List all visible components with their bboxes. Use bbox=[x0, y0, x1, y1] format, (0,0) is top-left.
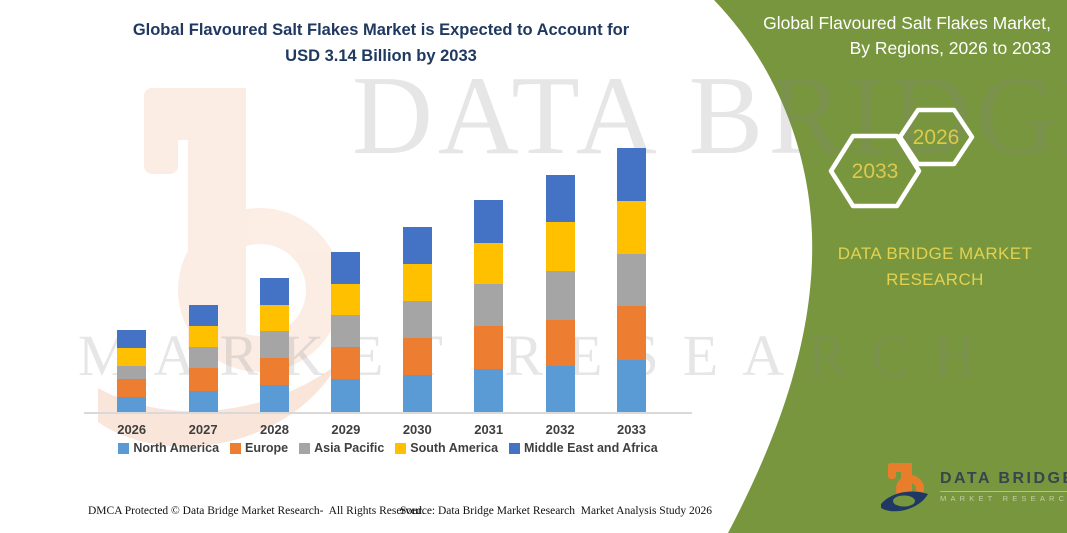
brand-line1: DATA BRIDGE MARKET bbox=[837, 244, 1033, 263]
legend-swatch-icon bbox=[299, 442, 311, 454]
bar-segment bbox=[402, 338, 432, 376]
x-axis-label: 2032 bbox=[545, 422, 575, 437]
bar-segment bbox=[117, 379, 147, 397]
bar-segment bbox=[402, 227, 432, 265]
bar-segment bbox=[117, 365, 147, 380]
bar-segment bbox=[545, 365, 575, 412]
stacked-bar-2031 bbox=[474, 199, 504, 412]
bar-segment bbox=[188, 346, 218, 369]
bar-segment bbox=[617, 359, 646, 412]
bar-segment bbox=[260, 278, 289, 305]
bar-segment bbox=[188, 305, 218, 327]
company-logo-subtitle: MARKET RESEARCH bbox=[940, 494, 1067, 503]
bar-segment bbox=[331, 252, 361, 285]
x-axis-label: 2026 bbox=[117, 422, 147, 437]
company-logo-text: DATA BRIDGE MARKET RESEARCH bbox=[940, 461, 1067, 503]
bar-segment bbox=[617, 254, 646, 307]
stacked-bar-2030 bbox=[402, 227, 432, 412]
chart-title: Global Flavoured Salt Flakes Market is E… bbox=[92, 18, 670, 69]
stacked-bar-2032 bbox=[545, 175, 575, 412]
bar-segment bbox=[117, 348, 147, 366]
company-logo: DATA BRIDGE MARKET RESEARCH bbox=[880, 461, 1067, 517]
bar-segment bbox=[260, 358, 289, 386]
bar-segment bbox=[260, 304, 289, 331]
bar-segment bbox=[188, 326, 218, 347]
stacked-bar-2027 bbox=[188, 305, 218, 412]
bar-segment bbox=[117, 329, 147, 349]
bar-segment bbox=[474, 369, 504, 412]
copyright-text: DMCA Protected © Data Bridge Market Rese… bbox=[88, 505, 425, 517]
x-axis-label: 2031 bbox=[474, 422, 504, 437]
bar-segment bbox=[617, 306, 646, 360]
stacked-bar-2029 bbox=[331, 252, 361, 412]
legend-label: Asia Pacific bbox=[314, 441, 385, 455]
legend-item: North America bbox=[118, 441, 219, 455]
legend-swatch-icon bbox=[509, 442, 521, 454]
legend-item: South America bbox=[395, 441, 498, 455]
x-axis-label: 2027 bbox=[188, 422, 218, 437]
company-logo-icon bbox=[881, 463, 928, 512]
x-axis-label: 2033 bbox=[617, 422, 646, 437]
legend-swatch-icon bbox=[118, 442, 130, 454]
hexagon-2026-label: 2026 bbox=[913, 126, 960, 149]
bar-segment bbox=[402, 375, 432, 412]
bar-segment bbox=[545, 319, 575, 366]
hexagon-2026 bbox=[897, 107, 975, 167]
bar-segment bbox=[545, 270, 575, 320]
x-axis-label: 2028 bbox=[260, 422, 289, 437]
hexagon-2033 bbox=[828, 133, 922, 209]
bar-segment bbox=[545, 222, 575, 271]
chart-title-line2: USD 3.14 Billion by 2033 bbox=[285, 46, 477, 65]
stacked-bar-2028 bbox=[260, 278, 289, 412]
brand-wordmark: DATA BRIDGE MARKET RESEARCH bbox=[812, 241, 1058, 292]
bar-segment bbox=[474, 199, 504, 244]
bar-segment bbox=[260, 330, 289, 359]
source-text: Source: Data Bridge Market Research Mark… bbox=[400, 505, 713, 517]
bar-segment bbox=[260, 385, 289, 412]
chart-legend: North America Europe Asia Pacific South Ame… bbox=[48, 441, 728, 455]
x-axis-line bbox=[84, 412, 692, 414]
x-axis-label: 2030 bbox=[402, 422, 432, 437]
stacked-bar-2033 bbox=[617, 148, 646, 412]
stacked-bar-2026 bbox=[117, 329, 147, 412]
bar-segment bbox=[402, 264, 432, 302]
legend-label: Middle East and Africa bbox=[524, 441, 658, 455]
panel-title-line2: By Regions, 2026 to 2033 bbox=[849, 37, 1051, 58]
bar-segment bbox=[545, 175, 575, 223]
chart-plot: 2026 2027 2028 2029 2030 2031 2032 2033 bbox=[84, 120, 692, 437]
hexagon-2033-label: 2033 bbox=[852, 160, 899, 183]
bar-segment bbox=[474, 243, 504, 285]
bar-segment bbox=[331, 379, 361, 412]
bar-segment bbox=[117, 396, 147, 412]
legend-label: North America bbox=[133, 441, 220, 455]
company-logo-name: DATA BRIDGE bbox=[940, 470, 1067, 487]
bar-segment bbox=[331, 284, 361, 316]
chart-title-line1: Global Flavoured Salt Flakes Market is E… bbox=[132, 21, 630, 39]
bar-segment bbox=[402, 301, 432, 339]
panel-title: Global Flavoured Salt Flakes Market, By … bbox=[721, 11, 1051, 61]
panel-title-line1: Global Flavoured Salt Flakes Market, bbox=[763, 13, 1051, 33]
legend-item: Europe bbox=[230, 441, 288, 455]
legend-item: Middle East and Africa bbox=[509, 441, 658, 455]
legend-swatch-icon bbox=[230, 442, 242, 454]
bar-segment bbox=[188, 391, 218, 412]
bar-segment bbox=[188, 368, 218, 391]
legend-swatch-icon bbox=[395, 442, 407, 454]
legend-item: Asia Pacific bbox=[299, 441, 384, 455]
bar-segment bbox=[331, 346, 361, 380]
bar-segment bbox=[474, 284, 504, 326]
bar-segment bbox=[474, 325, 504, 370]
year-hexagons: 2033 2026 bbox=[828, 107, 975, 209]
legend-label: South America bbox=[410, 441, 499, 455]
x-axis-label: 2029 bbox=[331, 422, 361, 437]
company-logo-divider bbox=[940, 491, 1067, 492]
bar-segment bbox=[331, 315, 361, 347]
legend-label: Europe bbox=[245, 441, 289, 455]
bar-segment bbox=[617, 148, 646, 202]
brand-line2: RESEARCH bbox=[886, 269, 984, 289]
bar-segment bbox=[617, 201, 646, 255]
